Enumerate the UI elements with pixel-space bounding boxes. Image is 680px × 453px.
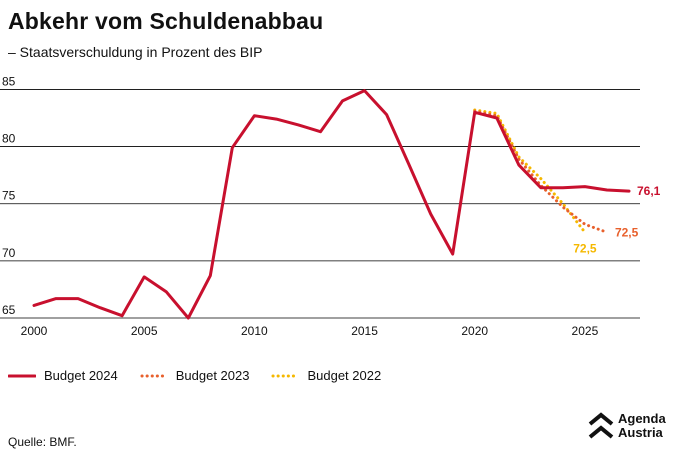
logo-text: Agenda Austria xyxy=(618,412,666,440)
chart-subtitle: – Staatsverschuldung in Prozent des BIP xyxy=(8,44,263,60)
x-axis-ticks: 2000 2005 2010 2015 2020 2025 xyxy=(21,324,599,338)
end-label-budget-2023: 72,5 xyxy=(615,225,639,239)
legend-item-budget-2024: Budget 2024 xyxy=(8,368,118,383)
end-labels: 76,1 72,5 72,5 xyxy=(573,184,660,255)
logo-line-1: Agenda xyxy=(618,411,666,426)
legend-label: Budget 2023 xyxy=(175,368,250,383)
x-tick-label: 2000 xyxy=(21,324,48,338)
series-line-budget-2023 xyxy=(473,109,609,234)
x-tick-label: 2005 xyxy=(131,324,158,338)
legend-label: Budget 2022 xyxy=(307,368,382,383)
chart-legend: Budget 2024 Budget 2023 Budget 2022 xyxy=(8,368,403,383)
y-tick-label: 85 xyxy=(2,74,16,88)
y-tick-label: 65 xyxy=(2,303,16,317)
x-tick-label: 2025 xyxy=(572,324,599,338)
y-axis-ticks: 65 70 75 80 85 xyxy=(2,74,16,317)
agenda-austria-logo: Agenda Austria xyxy=(588,412,666,440)
legend-swatch-dotted xyxy=(140,374,168,377)
y-tick-label: 80 xyxy=(2,132,16,146)
x-tick-label: 2010 xyxy=(241,324,268,338)
chart-series xyxy=(32,89,631,320)
legend-label: Budget 2024 xyxy=(44,368,118,383)
end-label-budget-2022: 72,5 xyxy=(573,241,597,255)
y-tick-label: 75 xyxy=(2,189,16,203)
series-line-budget-2022 xyxy=(473,108,587,234)
chart-title: Abkehr vom Schuldenabbau xyxy=(8,8,324,34)
legend-swatch-dotted xyxy=(271,374,300,377)
legend-swatch-solid xyxy=(8,374,36,377)
x-tick-label: 2020 xyxy=(461,324,488,338)
source-note: Quelle: BMF. xyxy=(8,435,77,449)
logo-line-2: Austria xyxy=(618,425,663,440)
chart-grid xyxy=(0,89,640,319)
series-line-budget-2024 xyxy=(32,89,631,320)
y-tick-label: 70 xyxy=(2,246,16,260)
end-label-budget-2024: 76,1 xyxy=(637,184,661,198)
legend-item-budget-2022: Budget 2022 xyxy=(271,368,381,383)
logo-chevron-icon xyxy=(588,412,614,439)
legend-item-budget-2023: Budget 2023 xyxy=(140,368,250,383)
x-tick-label: 2015 xyxy=(351,324,378,338)
